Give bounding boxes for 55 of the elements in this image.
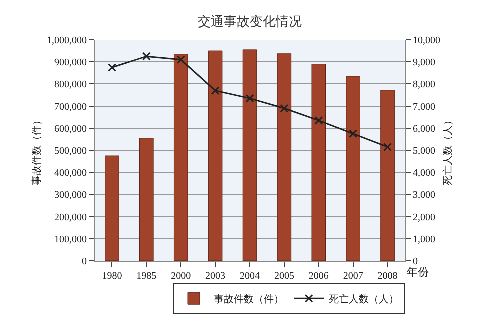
x-tick-label: 2007 (343, 271, 364, 282)
y2-tick-label: 6,000 (413, 124, 436, 135)
y-tick-label: 400,000 (54, 168, 87, 180)
legend-label: 事故件数（件） (214, 294, 284, 306)
y-tick-label: 300,000 (54, 190, 87, 202)
x-tick-label: 2004 (240, 271, 260, 282)
y2-tick-label: 7,000 (413, 102, 436, 113)
bar (380, 90, 395, 261)
x-tick-label: 2000 (171, 271, 192, 282)
point (142, 52, 151, 61)
point (384, 142, 392, 152)
y-tick-label: 1,000,000 (47, 36, 87, 46)
point (176, 56, 186, 64)
y-tick-label: 0 (82, 256, 87, 268)
point (108, 63, 116, 72)
point (349, 130, 358, 138)
y2-tick-label: 0 (413, 256, 418, 268)
x-tick-label: 1985 (136, 271, 157, 282)
bar (105, 156, 120, 261)
y2-axis-title: 死亡人数（人） (442, 116, 454, 186)
y2-tick-label: 9,000 (413, 58, 436, 69)
bar (312, 64, 326, 261)
y2-tick-label: 3,000 (413, 190, 436, 202)
y-tick-label: 800,000 (54, 80, 87, 91)
x-tick-label: 2008 (378, 271, 398, 282)
x-tick-label: 2006 (308, 271, 329, 282)
y2-tick-label: 2,000 (413, 212, 436, 224)
bar (277, 54, 292, 261)
bar (208, 50, 223, 261)
point (246, 94, 254, 103)
y-tick-label: 900,000 (54, 58, 87, 69)
x-tick-label: 1980 (102, 271, 122, 282)
y2-tick-label: 5,000 (413, 146, 436, 157)
y2-tick-label: 10,000 (413, 36, 440, 46)
legend-label: 死亡人数（人） (329, 294, 399, 306)
y-axis-title: 事故件数（件） (31, 116, 43, 186)
bar (346, 76, 360, 261)
x-axis-title: 年份 (407, 267, 429, 279)
y-tick-label: 200,000 (54, 212, 87, 224)
y-tick-label: 100,000 (54, 234, 87, 246)
bar (174, 54, 188, 261)
y2-tick-label: 8,000 (413, 80, 436, 91)
y2-tick-label: 4,000 (413, 168, 436, 180)
chart-title: 交通事故变化情况 (198, 14, 302, 29)
x-tick-label: 2005 (274, 271, 294, 282)
bar (140, 138, 154, 261)
bar (242, 50, 258, 261)
point (211, 86, 220, 96)
x-tick-label: 2003 (206, 271, 226, 282)
y-tick-label: 700,000 (54, 102, 87, 113)
point (314, 116, 324, 125)
point (280, 104, 289, 113)
y-tick-label: 600,000 (54, 124, 87, 135)
y-tick-label: 500,000 (54, 146, 87, 157)
y2-tick-label: 1,000 (413, 234, 436, 246)
